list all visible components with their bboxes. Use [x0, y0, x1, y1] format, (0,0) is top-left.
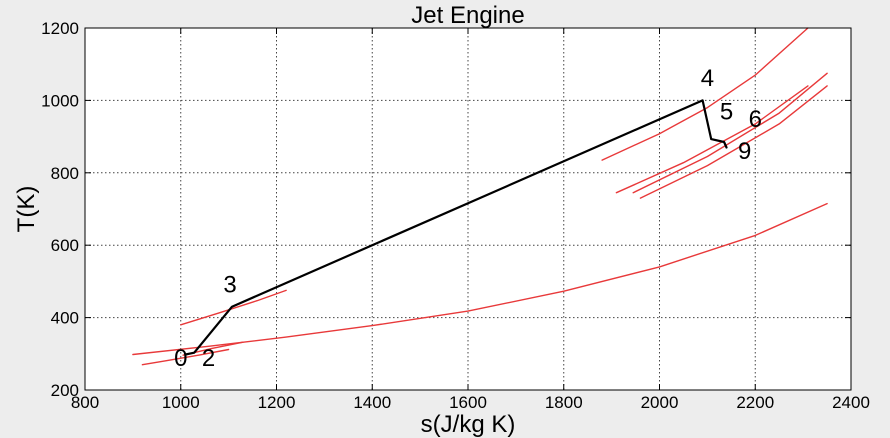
y-tick-label: 1200 — [41, 19, 79, 38]
x-tick-label: 1200 — [258, 393, 296, 412]
y-tick-label: 600 — [51, 236, 79, 255]
axis-ticks: 800 1000 1200 1400 1600 1800 2000 2200 240020040… — [41, 19, 870, 412]
isobar-line — [180, 289, 287, 326]
state-point-label-4: 4 — [701, 65, 714, 92]
data-series — [132, 27, 828, 366]
cycle-line — [184, 99, 728, 356]
state-point-label-3: 3 — [223, 272, 236, 299]
isobar-line — [639, 85, 828, 199]
state-point-label-2: 2 — [202, 345, 215, 372]
isobar-line — [141, 348, 230, 366]
y-axis-label: T(K) — [13, 186, 40, 233]
x-tick-label: 2000 — [641, 393, 679, 412]
y-tick-label: 200 — [51, 381, 79, 400]
x-tick-label: 800 — [71, 393, 99, 412]
grid-lines — [85, 28, 851, 390]
isobar-line — [615, 85, 809, 194]
x-axis-label: s(J/kg K) — [421, 411, 516, 438]
y-tick-label: 400 — [51, 309, 79, 328]
x-tick-label: 1000 — [162, 393, 200, 412]
point-labels: 0 2 3 45 6 9 — [174, 65, 762, 372]
x-tick-label: 1400 — [353, 393, 391, 412]
state-point-label-0: 0 — [174, 345, 187, 372]
x-tick-label: 1800 — [545, 393, 583, 412]
isobar-line — [601, 27, 809, 161]
isobar-line — [632, 72, 828, 194]
y-tick-label: 800 — [51, 164, 79, 183]
state-point-label-9: 9 — [738, 138, 751, 165]
x-tick-label: 2400 — [832, 393, 870, 412]
chart-title: Jet Engine — [411, 2, 524, 29]
state-point-label-6: 6 — [749, 106, 762, 133]
y-tick-label: 1000 — [41, 91, 79, 110]
state-point-label-5: 5 — [720, 99, 733, 126]
x-tick-label: 1600 — [449, 393, 487, 412]
x-tick-label: 2200 — [736, 393, 774, 412]
